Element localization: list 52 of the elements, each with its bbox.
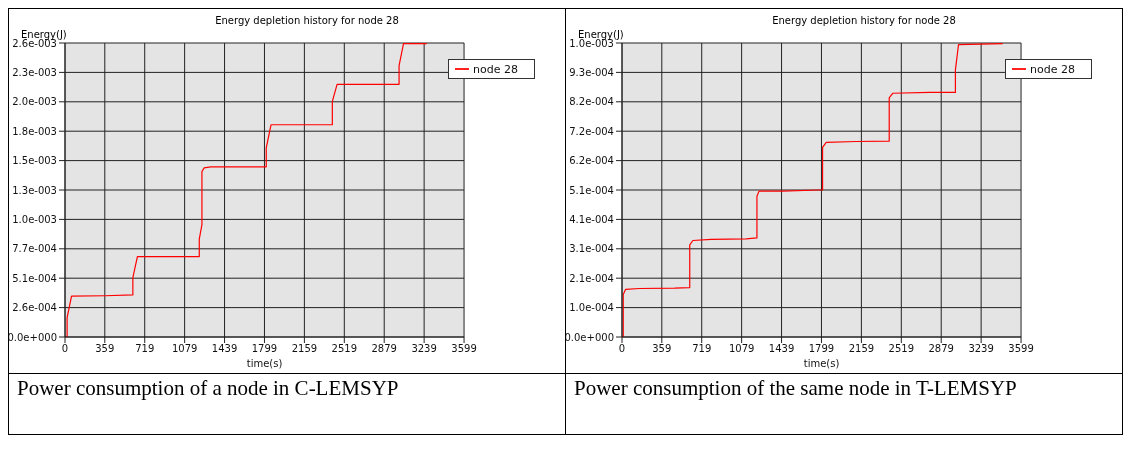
x-tick-label: 719: [692, 343, 712, 355]
y-axis-title: Energy(J): [21, 29, 67, 40]
y-tick-label: 9.3e-004: [569, 66, 614, 78]
y-tick-label: 2.6e-004: [12, 302, 57, 314]
y-tick-label: 5.1e-004: [569, 184, 614, 196]
x-tick-label: 3599: [1008, 343, 1034, 355]
x-axis-title: time(s): [803, 358, 840, 369]
y-tick-label: 1.5e-003: [12, 155, 57, 167]
x-tick-label: 359: [95, 343, 115, 355]
x-tick-label: 2159: [291, 343, 318, 355]
x-tick-label: 1439: [768, 343, 795, 355]
legend-label: node 28: [1030, 63, 1075, 76]
text: Power consumption of a node in C-LEMSYP: [17, 376, 400, 401]
x-tick-label: 3239: [411, 343, 437, 355]
x-tick-label: 1079: [171, 343, 198, 355]
x-tick-label: 1079: [728, 343, 755, 355]
x-tick-label: 2159: [848, 343, 875, 355]
y-axis-title: Energy(J): [578, 29, 624, 40]
x-tick-label: 359: [652, 343, 672, 355]
y-tick-label: 1.0e-004: [569, 302, 614, 314]
chart-title: Energy depletion history for node 28: [771, 15, 957, 28]
y-tick-label: 1.0e-003: [12, 213, 57, 225]
x-tick-label: 2879: [371, 343, 397, 355]
y-tick-label: 8.2e-004: [569, 96, 614, 108]
x-tick-label: 719: [135, 343, 155, 355]
y-tick-label: 2.0e-003: [12, 96, 57, 108]
x-tick-label: 0: [61, 343, 69, 355]
y-tick-label: 5.1e-004: [12, 272, 57, 284]
y-tick-label: 0.0e+000: [564, 331, 614, 343]
chart-title: Energy depletion history for node 28: [214, 15, 400, 28]
y-tick-label: 3.1e-004: [569, 243, 614, 255]
y-tick-label: 1.3e-003: [12, 184, 57, 196]
y-tick-label: 7.2e-004: [569, 125, 614, 137]
y-tick-label: 0.0e+000: [7, 331, 57, 343]
x-tick-label: 3239: [968, 343, 994, 355]
x-axis-title: time(s): [246, 358, 283, 369]
x-tick-label: 1439: [211, 343, 238, 355]
x-tick-label: 2519: [331, 343, 358, 355]
y-tick-label: 6.2e-004: [569, 155, 614, 167]
x-tick-label: 1799: [251, 343, 278, 355]
x-tick-label: 2519: [888, 343, 915, 355]
y-tick-label: 2.3e-003: [12, 66, 57, 78]
y-tick-label: 7.7e-004: [12, 243, 57, 255]
x-tick-label: 1799: [808, 343, 835, 355]
x-tick-label: 3599: [451, 343, 477, 355]
y-tick-label: 1.8e-003: [12, 125, 57, 137]
x-tick-label: 2879: [928, 343, 954, 355]
x-tick-label: 0: [618, 343, 626, 355]
text: Power consumption of the same node in T-LEMSYP: [574, 376, 1018, 401]
y-tick-label: 2.1e-004: [569, 272, 614, 284]
legend-label: node 28: [473, 63, 518, 76]
y-tick-label: 4.1e-004: [569, 213, 614, 225]
